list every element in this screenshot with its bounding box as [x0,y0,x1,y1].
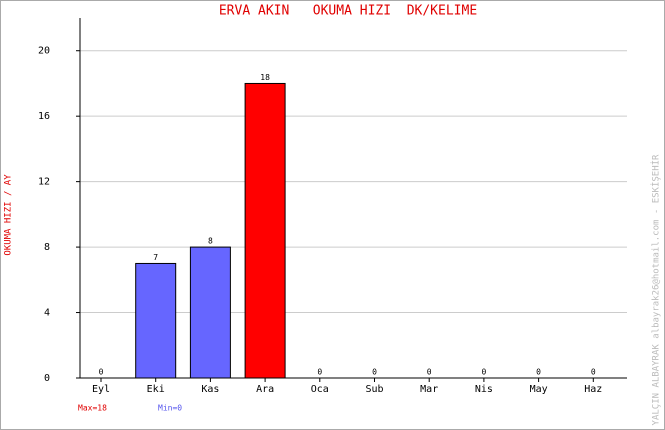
max-label: Max=18 [78,404,107,413]
x-tick-label: Eyl [92,384,110,395]
value-label: 18 [260,73,270,82]
x-tick-label: May [530,384,548,395]
x-tick-label: Mar [420,384,438,395]
value-label: 7 [153,253,158,262]
y-tick-label: 4 [44,308,50,319]
x-tick-label: Oca [311,384,329,395]
x-tick-label: Nis [475,384,493,395]
min-label: Min=0 [158,404,182,413]
x-tick-label: Kas [201,384,219,395]
bar [135,262,177,379]
bar [189,246,231,379]
y-tick-label: 20 [38,46,50,57]
chart-title: ERVA AKIN OKUMA HIZI DK/KELIME [219,4,477,19]
value-label: 0 [372,368,377,377]
x-tick-label: Ara [256,384,274,395]
value-label: 8 [208,237,213,246]
bar [244,82,286,379]
x-tick-label: Haz [584,384,602,395]
value-label: 0 [591,368,596,377]
value-label: 0 [99,368,104,377]
y-axis-label: OKUMA HIZI / AY [4,174,14,256]
value-label: 0 [427,368,432,377]
credit: YALÇIN ALBAYRAK albayrak26@hotmail.com -… [651,154,662,426]
y-tick-label: 16 [38,111,50,122]
x-tick-label: Eki [147,384,165,395]
value-label: 0 [317,368,322,377]
y-tick-label: 8 [44,242,50,253]
value-label: 0 [481,368,486,377]
y-tick-label: 12 [38,177,50,188]
y-tick-label: 0 [44,373,50,384]
value-label: 0 [536,368,541,377]
x-tick-label: Sub [365,384,383,395]
